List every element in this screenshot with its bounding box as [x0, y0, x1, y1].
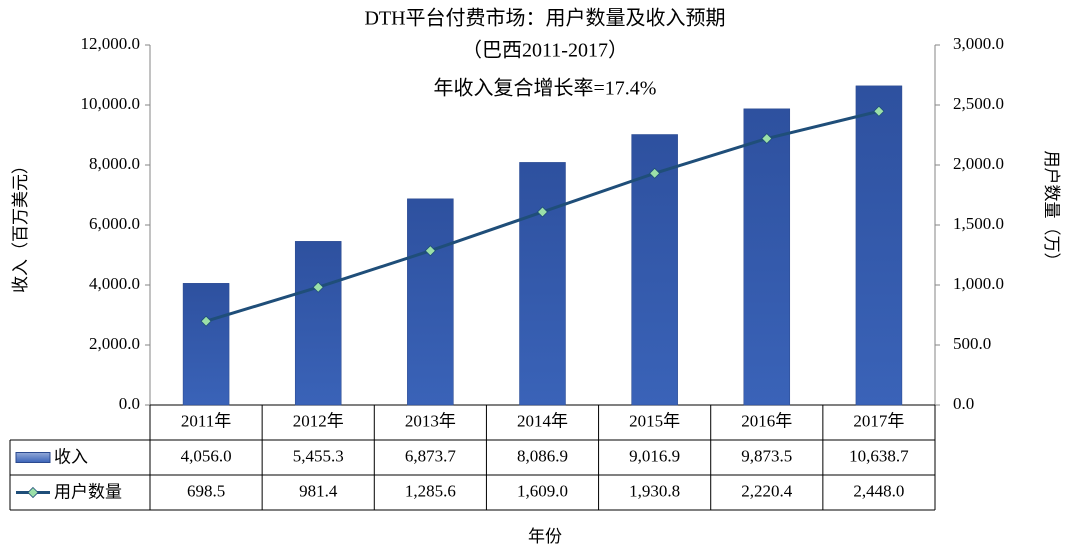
line-marker	[761, 132, 773, 145]
table-value: 5,455.3	[293, 446, 344, 465]
y2-tick-label: 3,000.0	[953, 34, 1004, 53]
legend-marker	[27, 486, 39, 499]
y2-tick-label: 1,000.0	[953, 274, 1004, 293]
line-marker	[649, 167, 661, 179]
table-value: 981.4	[299, 481, 338, 500]
y2-tick-label: 1,500.0	[953, 214, 1004, 233]
x-tick-label: 2013年	[405, 411, 456, 430]
x-tick-label: 2016年	[741, 411, 792, 430]
y2-tick-label: 500.0	[953, 334, 991, 353]
table-value: 1,609.0	[517, 481, 568, 500]
y-tick-label: 6,000.0	[89, 214, 140, 233]
x-tick-label: 2015年	[629, 411, 680, 430]
table-value: 2,448.0	[853, 481, 904, 500]
chart-title: DTH平台付费市场：用户数量及收入预期	[364, 7, 725, 30]
table-value: 6,873.7	[405, 446, 457, 465]
table-value: 8,086.9	[517, 446, 568, 465]
bar	[407, 198, 454, 406]
chart-subtitle: （巴西2011-2017）	[462, 39, 628, 62]
table-value: 9,016.9	[629, 446, 680, 465]
line-marker	[200, 315, 212, 327]
x-tick-label: 2012年	[293, 411, 344, 430]
y-tick-label: 12,000.0	[81, 34, 141, 53]
x-tick-label: 2014年	[517, 411, 568, 430]
y-tick-label: 8,000.0	[89, 154, 140, 173]
x-tick-label: 2017年	[853, 411, 904, 430]
y-axis-label: 收入（百万美元）	[11, 157, 30, 293]
table-value: 4,056.0	[181, 446, 232, 465]
bar	[519, 162, 566, 406]
x-tick-label: 2011年	[181, 411, 231, 430]
y2-tick-label: 2,000.0	[953, 154, 1004, 173]
table-value: 9,873.5	[741, 446, 792, 465]
y2-tick-label: 2,500.0	[953, 94, 1004, 113]
table-value: 698.5	[187, 481, 225, 500]
line-marker	[424, 245, 436, 257]
y-tick-label: 0.0	[119, 394, 140, 413]
table-value: 1,285.6	[405, 481, 456, 500]
legend-swatch	[15, 452, 51, 463]
table-value: 10,638.7	[849, 446, 909, 465]
bar	[855, 85, 903, 406]
legend-label: 收入	[54, 448, 88, 468]
bar	[743, 108, 791, 406]
table-value: 1,930.8	[629, 481, 680, 500]
line-marker	[312, 281, 324, 293]
y-tick-label: 10,000.0	[81, 94, 141, 113]
y-tick-label: 2,000.0	[89, 334, 140, 353]
x-axis-label: 年份	[528, 527, 562, 546]
line-marker	[873, 105, 885, 117]
legend-label: 用户数量	[54, 483, 122, 503]
y2-axis-label: 用户数量（万）	[1042, 151, 1061, 270]
y-tick-label: 4,000.0	[89, 274, 140, 293]
annotation: 年收入复合增长率=17.4%	[434, 77, 657, 100]
bar	[294, 241, 342, 406]
y2-tick-label: 0.0	[953, 394, 974, 413]
bar	[182, 283, 230, 406]
table-value: 2,220.4	[741, 481, 793, 500]
line-marker	[536, 206, 549, 218]
